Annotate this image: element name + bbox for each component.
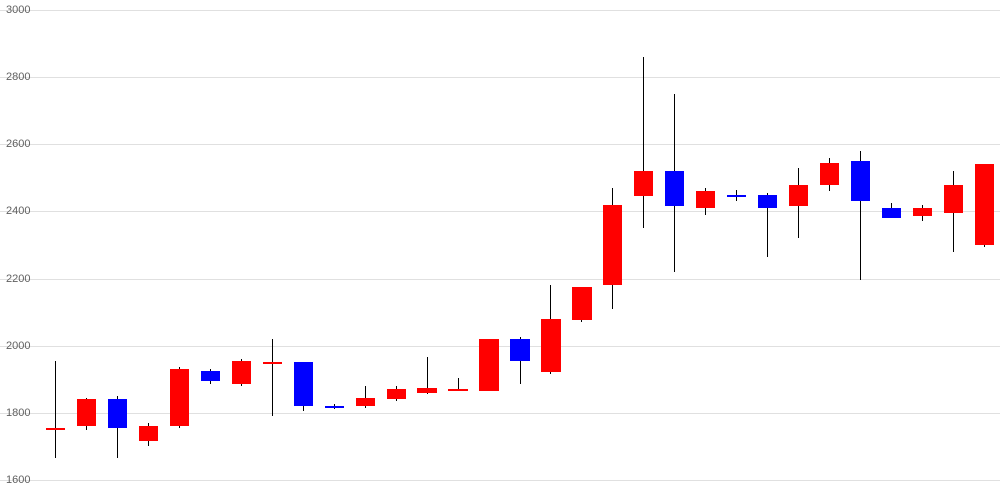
y-axis-label: 2200 (6, 273, 30, 285)
y-axis-label: 2800 (6, 71, 30, 83)
candle-body (387, 389, 406, 399)
candle-body (479, 339, 498, 391)
y-axis-label: 1800 (6, 407, 30, 419)
candle-wick (55, 361, 56, 458)
candle-body (356, 398, 375, 406)
candle-body (108, 399, 127, 428)
candle-body (46, 428, 65, 430)
candle-body (727, 195, 746, 197)
candle-body (634, 171, 653, 196)
candle-wick (643, 57, 644, 228)
candle-body (448, 389, 467, 391)
candle-body (139, 426, 158, 441)
candlestick-chart: 1600 1800 2000 2200 2400 2600 2800 3000 (0, 0, 1000, 500)
candle-body (665, 171, 684, 206)
candle-body (913, 208, 932, 216)
y-axis-label: 2400 (6, 205, 30, 217)
gridline (0, 144, 1000, 145)
gridline (0, 480, 1000, 481)
candle-body (882, 208, 901, 218)
candle-body (541, 319, 560, 373)
y-axis-label: 2000 (6, 340, 30, 352)
gridline (0, 413, 1000, 414)
candle-body (603, 205, 622, 286)
candle-body (170, 369, 189, 426)
candle-body (572, 287, 591, 321)
y-axis-label: 1600 (6, 474, 30, 486)
candle-body (510, 339, 529, 361)
candle-body (77, 399, 96, 426)
candle-body (758, 195, 777, 208)
candle-body (696, 191, 715, 208)
candle-body (851, 161, 870, 201)
candle-body (294, 362, 313, 406)
gridline (0, 10, 1000, 11)
gridline (0, 346, 1000, 347)
candle-body (232, 361, 251, 384)
y-axis-label: 3000 (6, 4, 30, 16)
candle-body (820, 163, 839, 185)
candle-body (789, 185, 808, 207)
candle-body (325, 406, 344, 408)
candle-body (975, 164, 994, 245)
y-axis-label: 2600 (6, 138, 30, 150)
gridline (0, 279, 1000, 280)
candle-body (201, 371, 220, 381)
gridline (0, 77, 1000, 78)
candle-body (944, 185, 963, 214)
candle-body (263, 362, 282, 364)
gridline (0, 211, 1000, 212)
candle-body (417, 388, 436, 393)
candle-wick (272, 339, 273, 416)
